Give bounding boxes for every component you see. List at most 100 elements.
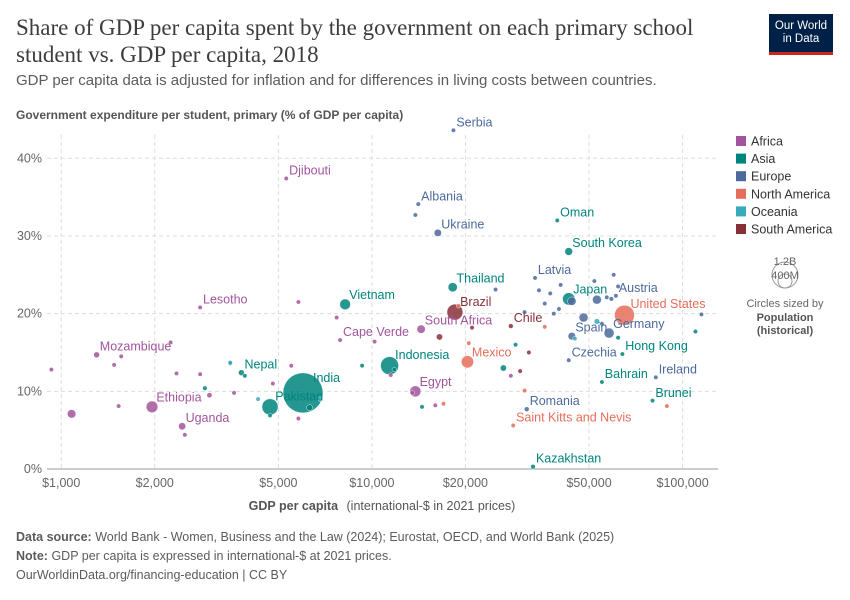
data-point[interactable] bbox=[593, 318, 600, 325]
data-point[interactable] bbox=[615, 284, 621, 289]
data-point-vietnam[interactable] bbox=[339, 298, 351, 310]
data-point[interactable] bbox=[469, 325, 475, 331]
data-point[interactable] bbox=[556, 306, 562, 312]
data-point[interactable] bbox=[699, 312, 704, 317]
data-point[interactable] bbox=[111, 362, 117, 368]
data-point[interactable] bbox=[522, 309, 527, 315]
data-point[interactable] bbox=[372, 339, 377, 345]
data-point[interactable] bbox=[441, 401, 446, 407]
data-point-ukraine[interactable] bbox=[433, 229, 442, 237]
data-point-kazakhstan[interactable] bbox=[530, 464, 536, 470]
data-point-united-states[interactable] bbox=[614, 305, 635, 326]
data-point[interactable] bbox=[49, 367, 54, 372]
data-point[interactable] bbox=[578, 312, 589, 323]
data-point[interactable] bbox=[693, 329, 698, 334]
data-point[interactable] bbox=[202, 385, 208, 391]
data-point[interactable] bbox=[118, 353, 124, 359]
data-point[interactable] bbox=[611, 272, 617, 278]
data-point[interactable] bbox=[359, 363, 365, 369]
data-point[interactable] bbox=[227, 360, 233, 365]
data-point-bahrain[interactable] bbox=[599, 379, 605, 385]
data-point-uganda[interactable] bbox=[178, 422, 186, 431]
legend-label[interactable]: Oceania bbox=[751, 205, 798, 219]
data-point[interactable] bbox=[116, 403, 121, 409]
data-point-germany[interactable] bbox=[603, 327, 615, 339]
data-point-serbia[interactable] bbox=[451, 127, 456, 133]
data-point[interactable] bbox=[410, 390, 415, 396]
data-point-oman[interactable] bbox=[554, 218, 560, 223]
data-point-czechia[interactable] bbox=[566, 357, 572, 363]
data-point-india[interactable] bbox=[282, 372, 324, 414]
data-point[interactable] bbox=[592, 295, 602, 305]
data-point[interactable] bbox=[270, 381, 276, 386]
data-point[interactable] bbox=[466, 340, 472, 346]
data-point[interactable] bbox=[242, 373, 248, 379]
data-point[interactable] bbox=[419, 404, 425, 410]
data-point-south-africa[interactable] bbox=[416, 324, 426, 334]
data-point[interactable] bbox=[317, 396, 323, 402]
data-point-hong-kong[interactable] bbox=[619, 351, 625, 357]
data-point-saint-kitts-and-nevis[interactable] bbox=[510, 423, 516, 428]
data-point[interactable] bbox=[604, 294, 610, 300]
data-point[interactable] bbox=[536, 287, 542, 293]
data-point-mexico[interactable] bbox=[461, 355, 474, 369]
data-point[interactable] bbox=[412, 212, 418, 218]
data-point-thailand[interactable] bbox=[447, 282, 458, 293]
data-point-djibouti[interactable] bbox=[283, 176, 289, 181]
data-point-cape-verde[interactable] bbox=[337, 337, 343, 343]
data-point[interactable] bbox=[508, 373, 514, 379]
data-point[interactable] bbox=[168, 339, 174, 345]
data-point-latvia[interactable] bbox=[532, 275, 538, 281]
data-point[interactable] bbox=[306, 404, 313, 411]
data-point[interactable] bbox=[436, 333, 443, 341]
data-point[interactable] bbox=[615, 335, 621, 341]
data-point[interactable] bbox=[547, 291, 553, 296]
data-point[interactable] bbox=[388, 372, 394, 378]
owid-logo[interactable]: Our World in Data bbox=[769, 14, 833, 55]
data-point[interactable] bbox=[517, 368, 523, 374]
data-point[interactable] bbox=[174, 371, 179, 376]
data-point[interactable] bbox=[522, 388, 527, 393]
data-point[interactable] bbox=[334, 315, 340, 320]
data-point-austria[interactable] bbox=[613, 293, 619, 299]
data-point-ireland[interactable] bbox=[653, 374, 659, 380]
data-point[interactable] bbox=[500, 364, 507, 372]
data-point[interactable] bbox=[255, 396, 261, 402]
data-point[interactable] bbox=[67, 409, 77, 419]
data-point-albania[interactable] bbox=[415, 201, 421, 207]
data-point-nepal[interactable] bbox=[238, 369, 245, 376]
data-point[interactable] bbox=[664, 403, 670, 409]
data-point[interactable] bbox=[558, 282, 564, 288]
data-point[interactable] bbox=[231, 390, 237, 396]
data-point[interactable] bbox=[267, 413, 273, 418]
data-point[interactable] bbox=[542, 301, 548, 306]
legend-label[interactable]: South America bbox=[751, 223, 832, 237]
data-point-chile[interactable] bbox=[508, 323, 514, 329]
data-point[interactable] bbox=[591, 278, 597, 284]
data-point-brunei[interactable] bbox=[650, 398, 655, 404]
data-point[interactable] bbox=[391, 367, 397, 372]
data-point[interactable] bbox=[567, 296, 577, 306]
data-point[interactable] bbox=[572, 336, 578, 341]
data-point[interactable] bbox=[182, 432, 188, 438]
data-point[interactable] bbox=[493, 287, 498, 292]
legend-label[interactable]: North America bbox=[751, 187, 830, 201]
data-point-lesotho[interactable] bbox=[197, 305, 203, 310]
data-point[interactable] bbox=[599, 321, 605, 327]
data-point[interactable] bbox=[608, 296, 614, 302]
data-point-mozambique[interactable] bbox=[93, 351, 100, 358]
data-point[interactable] bbox=[288, 363, 294, 369]
data-point[interactable] bbox=[197, 371, 203, 377]
data-point[interactable] bbox=[296, 416, 301, 421]
legend-label[interactable]: Africa bbox=[751, 135, 783, 149]
data-point-south-korea[interactable] bbox=[564, 247, 573, 256]
data-point[interactable] bbox=[551, 311, 557, 317]
data-point-ethiopia[interactable] bbox=[145, 400, 159, 413]
data-point[interactable] bbox=[456, 303, 461, 309]
data-point[interactable] bbox=[526, 350, 532, 355]
data-point[interactable] bbox=[513, 342, 518, 348]
legend-label[interactable]: Asia bbox=[751, 152, 775, 166]
legend-label[interactable]: Europe bbox=[751, 170, 791, 184]
data-point[interactable] bbox=[206, 392, 213, 398]
data-point[interactable] bbox=[296, 299, 301, 305]
